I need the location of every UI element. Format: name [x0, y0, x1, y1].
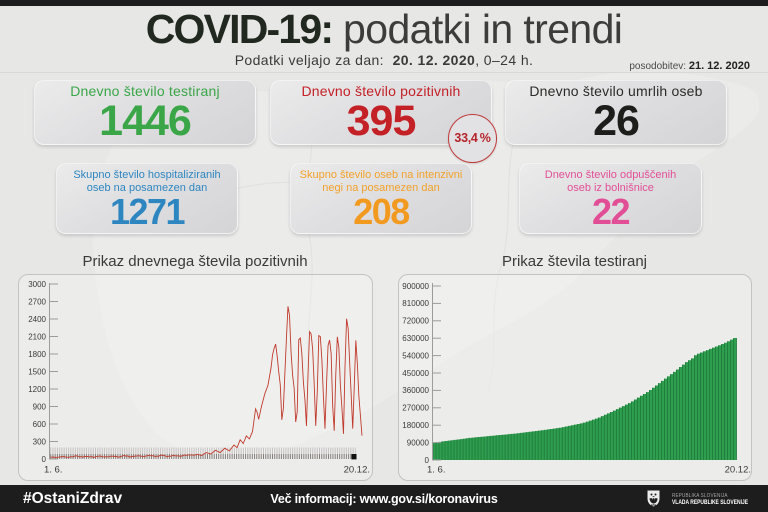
- svg-text:2100: 2100: [28, 332, 46, 341]
- svg-text:810000: 810000: [402, 299, 429, 308]
- svg-text:900000: 900000: [402, 282, 429, 291]
- svg-text:90000: 90000: [407, 438, 430, 447]
- svg-text:360000: 360000: [402, 386, 429, 395]
- svg-text:1200: 1200: [28, 385, 46, 394]
- svg-text:0: 0: [42, 455, 47, 464]
- svg-text:540000: 540000: [402, 351, 429, 360]
- svg-text:300: 300: [33, 437, 47, 446]
- svg-text:1. 6.: 1. 6.: [44, 465, 63, 476]
- svg-text:3000: 3000: [28, 280, 46, 289]
- svg-text:2700: 2700: [28, 297, 46, 306]
- svg-text:1. 6.: 1. 6.: [427, 465, 446, 476]
- svg-text:2400: 2400: [28, 315, 46, 324]
- svg-text:20.12.: 20.12.: [344, 465, 370, 476]
- svg-text:180000: 180000: [402, 421, 429, 430]
- svg-text:630000: 630000: [402, 334, 429, 343]
- svg-text:0: 0: [425, 456, 430, 465]
- svg-text:720000: 720000: [402, 317, 429, 326]
- svg-text:900: 900: [33, 402, 47, 411]
- svg-text:450000: 450000: [402, 369, 429, 378]
- svg-text:1800: 1800: [28, 350, 46, 359]
- svg-text:1500: 1500: [28, 367, 46, 376]
- svg-text:20.12.: 20.12.: [725, 465, 751, 476]
- svg-text:600: 600: [33, 420, 47, 429]
- svg-text:270000: 270000: [402, 404, 429, 413]
